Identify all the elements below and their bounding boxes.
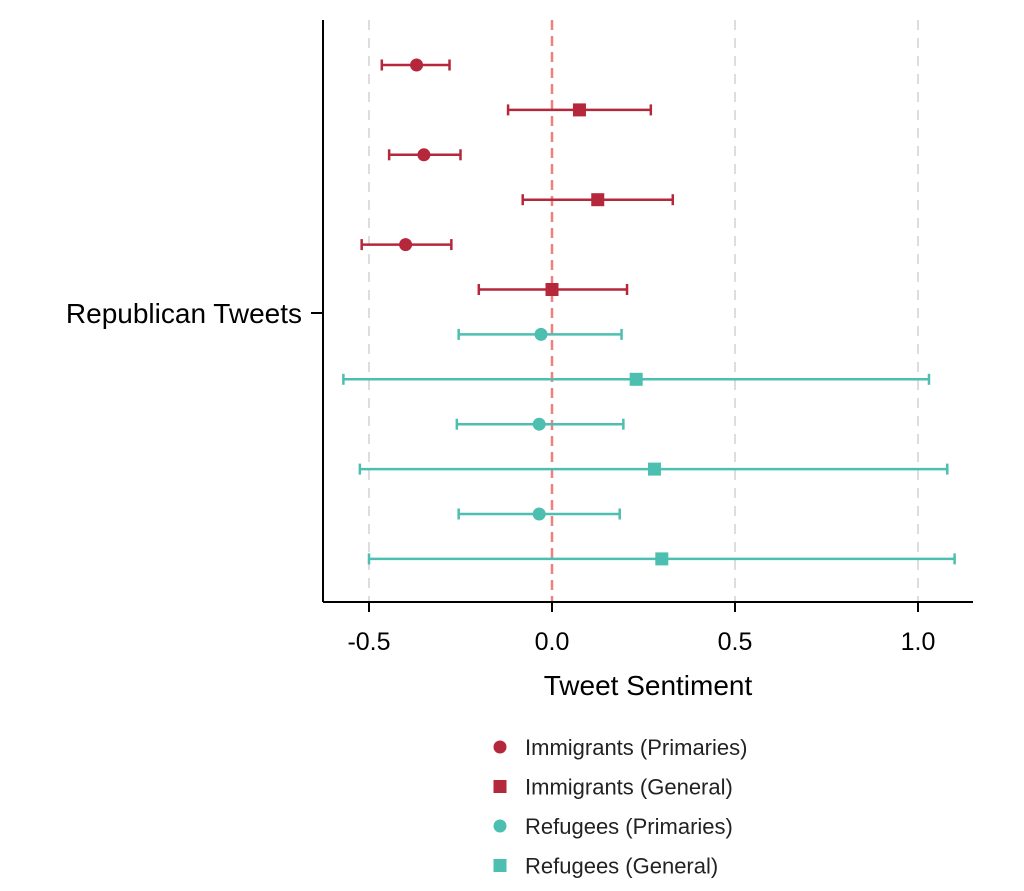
grid-lines: [368, 20, 919, 602]
point-estimate-square: [647, 462, 661, 476]
point-estimate-square: [545, 283, 559, 296]
legend-marker-square: [493, 780, 507, 793]
point-estimate-circle: [534, 327, 548, 341]
legend-label: Refugees (Primaries): [525, 814, 733, 839]
errorbar-row: [358, 462, 949, 476]
errorbar-row: [477, 283, 629, 296]
errorbar-row: [457, 327, 623, 341]
legend: Immigrants (Primaries) Immigrants (Genera…: [493, 735, 747, 879]
legend-item: Refugees (General): [493, 854, 718, 879]
x-tick-label: 1.0: [901, 628, 936, 656]
point-estimate-square: [629, 372, 643, 386]
legend-marker-circle: [493, 740, 507, 754]
point-estimate-square: [655, 552, 669, 566]
legend-item: Refugees (Primaries): [493, 814, 733, 839]
point-estimate-circle: [532, 417, 546, 431]
errorbar-row: [367, 552, 956, 566]
point-estimate-circle: [399, 238, 413, 252]
point-estimate-square: [591, 193, 605, 207]
x-tick-label: 0.0: [535, 628, 570, 656]
legend-item: Immigrants (General): [493, 775, 733, 800]
x-tick-label: -0.5: [347, 628, 390, 656]
data-marks: [342, 58, 956, 566]
legend-label: Immigrants (Primaries): [525, 735, 747, 760]
errorbar-row: [380, 58, 451, 72]
errorbar-row: [387, 148, 462, 162]
errorbar-row: [506, 103, 653, 117]
x-axis-title: Tweet Sentiment: [544, 670, 753, 701]
legend-marker-square: [493, 859, 507, 872]
legend-label: Immigrants (General): [525, 775, 733, 800]
errorbar-row: [521, 193, 675, 207]
legend-label: Refugees (General): [525, 854, 718, 879]
legend-marker-circle: [493, 819, 507, 833]
point-estimate-circle: [417, 148, 431, 162]
point-estimate-circle: [410, 58, 424, 72]
point-estimate-circle: [532, 507, 546, 521]
x-tick-label: 0.5: [718, 628, 753, 656]
errorbar-row: [455, 417, 625, 431]
errorbar-row: [342, 372, 931, 386]
point-estimate-square: [572, 103, 586, 117]
errorbar-row: [360, 238, 453, 252]
legend-item: Immigrants (Primaries): [493, 735, 747, 760]
errorbar-row: [457, 507, 621, 521]
x-axis-ticks: -0.5 0.0 0.5 1.0: [347, 602, 935, 656]
y-category-label: Republican Tweets: [66, 298, 302, 329]
